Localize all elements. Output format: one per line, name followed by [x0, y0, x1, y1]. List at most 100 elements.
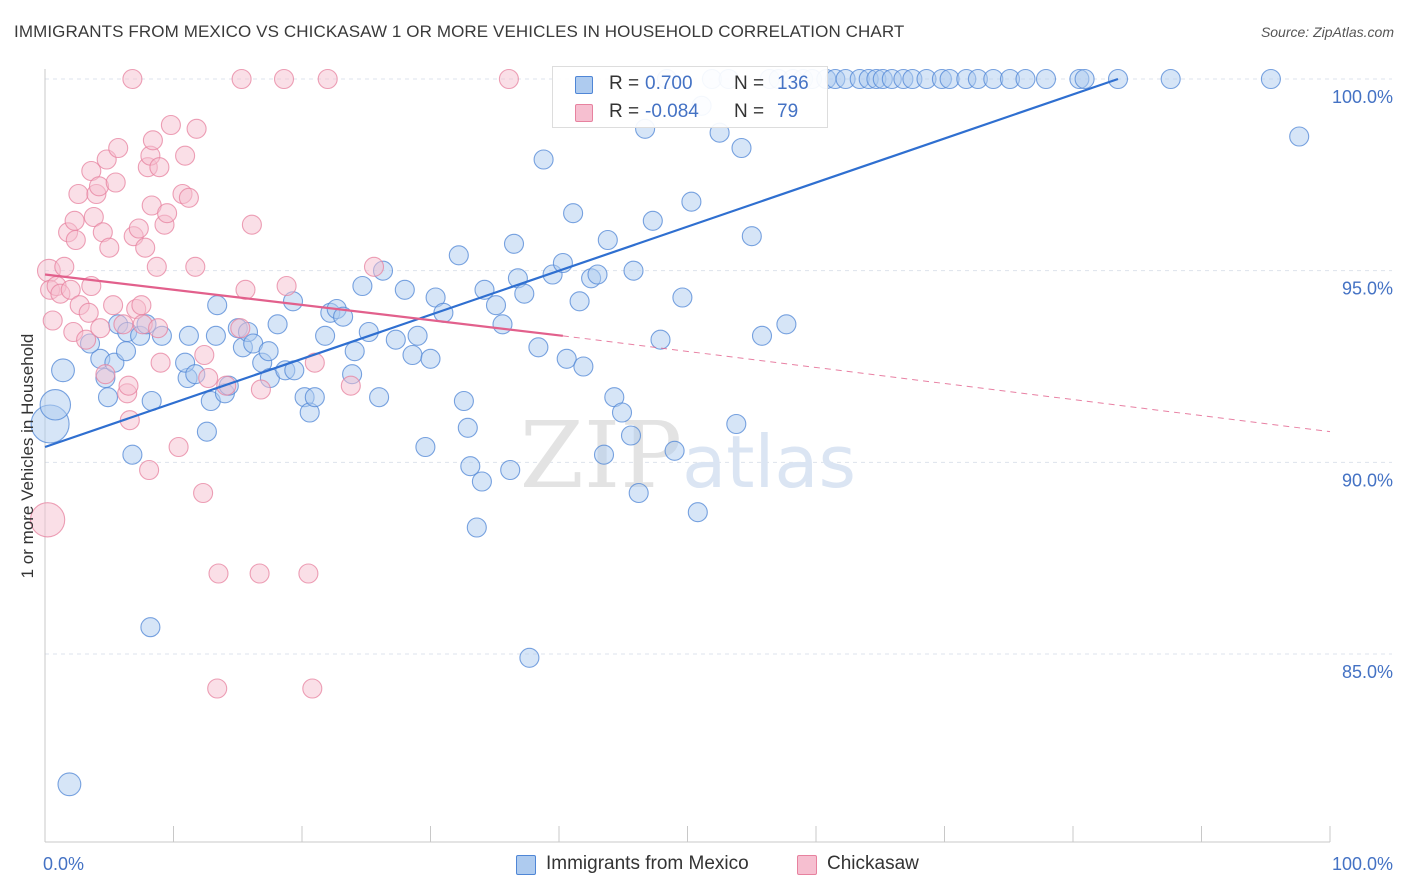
point-mexico: [650, 329, 671, 350]
point-mexico: [519, 647, 540, 668]
point-chickasaw: [298, 563, 319, 584]
point-chickasaw: [105, 172, 126, 193]
stats-n-value: 136: [777, 73, 809, 94]
stats-n-value: 79: [777, 101, 799, 122]
y-tick-label: 85.0%: [1342, 662, 1393, 682]
point-chickasaw: [149, 157, 170, 178]
x-tick-label: 0.0%: [43, 854, 84, 874]
point-mexico: [726, 413, 747, 435]
point-chickasaw: [88, 176, 110, 197]
point-mexico: [258, 341, 279, 362]
point-chickasaw: [113, 314, 134, 335]
point-chickasaw: [231, 68, 252, 90]
legend-swatch-blue: [516, 855, 536, 875]
point-chickasaw: [498, 68, 519, 90]
point-mexico: [97, 387, 119, 408]
point-mexico: [1035, 68, 1057, 90]
trend-lines: [44, 77, 1331, 449]
legend-label: Chickasaw: [827, 853, 919, 874]
point-mexico: [57, 772, 82, 797]
point-mexico: [672, 287, 693, 308]
point-chickasaw: [122, 68, 143, 90]
point-mexico: [751, 325, 773, 346]
point-mexico: [140, 617, 161, 638]
stats-swatch-pink: [575, 104, 593, 122]
point-chickasaw: [230, 318, 251, 339]
stats-r-value: -0.084: [645, 101, 699, 122]
point-chickasaw: [302, 678, 323, 699]
stats-n-label: N =: [734, 73, 765, 94]
legend: Immigrants from Mexico Chickasaw: [0, 852, 1406, 878]
point-chickasaw: [78, 302, 99, 323]
point-mexico: [681, 191, 702, 212]
point-mexico: [315, 325, 336, 346]
point-chickasaw: [194, 344, 215, 366]
point-chickasaw: [90, 318, 111, 339]
legend-swatch-pink: [797, 855, 817, 875]
point-chickasaw: [276, 275, 297, 297]
stats-row-mexico: R = 0.700 N = 136: [553, 72, 827, 100]
point-mexico: [196, 421, 217, 442]
chart-title: IMMIGRANTS FROM MEXICO VS CHICKASAW 1 OR…: [14, 22, 905, 41]
grid-lines: [45, 78, 1392, 655]
y-axis-label: 1 or more Vehicles in Household: [18, 334, 37, 579]
point-mexico: [205, 325, 226, 346]
point-chickasaw: [76, 329, 97, 350]
tick-labels: 85.0% 90.0% 95.0% 100.0% 0.0% 100.0%: [43, 87, 1393, 874]
point-mexico: [687, 502, 708, 523]
point-chickasaw: [250, 379, 271, 400]
point-chickasaw: [160, 114, 181, 136]
stats-swatch-blue: [575, 76, 593, 94]
stats-box: R = 0.700 N = 136 R = -0.084 N = 79: [552, 66, 828, 128]
point-mexico: [776, 314, 797, 335]
point-chickasaw: [249, 563, 270, 584]
source-label: Source: ZipAtlas.com: [1260, 24, 1394, 40]
point-mexico: [556, 348, 577, 369]
point-chickasaw: [148, 318, 169, 339]
data-points: [29, 68, 1310, 797]
point-mexico: [587, 264, 608, 285]
point-chickasaw: [139, 459, 160, 481]
point-chickasaw: [273, 68, 295, 90]
trend-line-mexico: [44, 77, 1119, 449]
point-chickasaw: [68, 183, 89, 205]
point-mexico: [178, 325, 199, 346]
point-chickasaw: [157, 203, 178, 224]
point-mexico: [664, 440, 685, 461]
stats-n-label: N =: [734, 101, 765, 122]
point-mexico: [1015, 68, 1036, 90]
point-mexico: [407, 325, 428, 346]
y-tick-label: 90.0%: [1342, 470, 1393, 490]
point-chickasaw: [142, 130, 163, 151]
point-mexico: [51, 358, 75, 383]
point-chickasaw: [193, 482, 214, 504]
point-mexico: [620, 425, 642, 446]
legend-label: Immigrants from Mexico: [546, 853, 749, 874]
point-mexico: [471, 471, 492, 492]
y-tick-label: 95.0%: [1342, 279, 1393, 299]
y-tick-label: 100.0%: [1332, 87, 1393, 107]
point-mexico: [460, 456, 481, 477]
point-mexico: [466, 517, 487, 538]
point-chickasaw: [168, 436, 189, 458]
point-mexico: [415, 436, 436, 458]
point-chickasaw: [340, 375, 361, 396]
point-chickasaw: [83, 206, 104, 228]
point-mexico: [611, 402, 633, 423]
point-chickasaw: [198, 367, 219, 389]
point-chickasaw: [29, 502, 66, 538]
point-chickasaw: [186, 118, 207, 139]
point-mexico: [1260, 68, 1281, 90]
point-mexico: [741, 226, 762, 247]
point-mexico: [448, 245, 469, 266]
point-mexico: [503, 233, 525, 254]
point-chickasaw: [60, 279, 81, 300]
stats-r-label: R =: [609, 101, 640, 122]
trend-line-chickasaw: [44, 273, 563, 337]
point-mexico: [731, 137, 752, 159]
trend-line-chickasaw-extension: [562, 335, 1331, 433]
point-mexico: [420, 348, 441, 369]
point-mexico: [267, 314, 288, 335]
point-chickasaw: [42, 310, 63, 331]
